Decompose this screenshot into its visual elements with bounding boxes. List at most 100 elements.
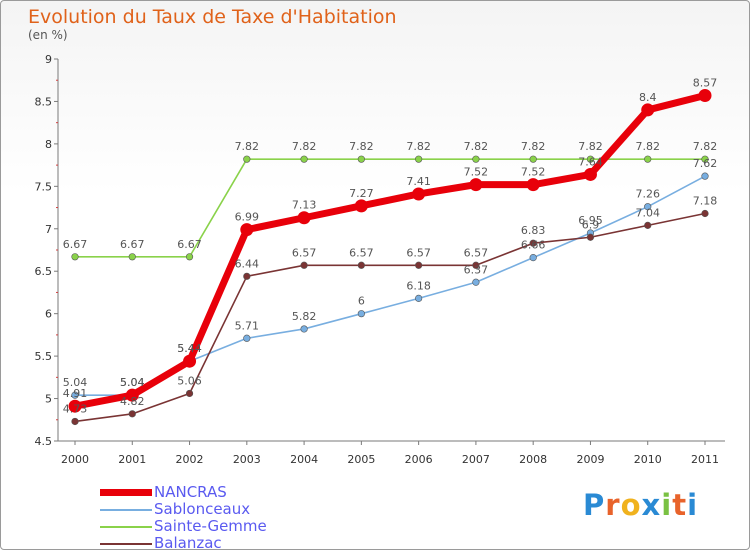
- x-tick-label: 2009: [576, 453, 604, 466]
- data-label-nancras: 8.4: [639, 91, 657, 104]
- data-point-sainte-gemme: [185, 253, 194, 261]
- data-label-balanzac: 7.18: [693, 194, 718, 207]
- data-label-nancras: 7.27: [349, 187, 374, 200]
- data-label-nancras: 8.57: [693, 77, 718, 90]
- data-point-balanzac: [300, 261, 308, 269]
- y-tick-label: 7: [45, 223, 52, 236]
- data-label-sablonceaux: 7.62: [693, 157, 718, 170]
- data-label-sablonceaux: 6.18: [406, 279, 431, 292]
- data-label-sablonceaux: 5.04: [63, 376, 88, 389]
- data-point-nancras: [354, 199, 368, 213]
- y-tick-label: 7.5: [35, 180, 53, 193]
- data-point-nancras: [240, 223, 254, 237]
- data-label-nancras: 5.44: [177, 342, 202, 355]
- data-label-nancras: 7.13: [292, 199, 317, 212]
- legend-label: Sablonceaux: [154, 500, 251, 518]
- data-point-balanzac: [701, 209, 709, 218]
- data-label-sainte-gemme: 7.82: [578, 140, 603, 153]
- data-point-balanzac: [243, 272, 251, 280]
- data-point-sablonceaux: [300, 325, 308, 333]
- x-tick-label: 2010: [634, 453, 662, 466]
- x-tick-label: 2000: [61, 453, 89, 466]
- data-label-sainte-gemme: 7.82: [349, 140, 374, 153]
- y-tick-label: 9: [45, 53, 52, 66]
- x-tick-label: 2011: [691, 453, 719, 466]
- data-label-sainte-gemme: 7.82: [464, 140, 489, 153]
- data-label-sablonceaux: 6.66: [521, 239, 546, 252]
- data-point-balanzac: [357, 261, 365, 269]
- data-label-balanzac: 6.83: [521, 224, 546, 237]
- data-label-balanzac: 6.44: [235, 257, 260, 270]
- data-label-sainte-gemme: 7.82: [406, 140, 431, 153]
- data-label-sablonceaux: 6: [358, 295, 365, 308]
- data-label-balanzac: 6.57: [349, 246, 374, 259]
- data-label-balanzac: 6.57: [292, 246, 317, 259]
- legend-label: Sainte-Gemme: [154, 517, 267, 535]
- legend-swatch: [100, 525, 152, 528]
- chart-points: [68, 89, 712, 426]
- data-point-sablonceaux: [529, 254, 537, 262]
- data-label-sainte-gemme: 6.67: [120, 238, 145, 251]
- data-label-balanzac: 4.73: [63, 402, 88, 415]
- data-point-balanzac: [71, 417, 79, 426]
- data-point-sainte-gemme: [357, 155, 365, 163]
- data-point-sainte-gemme: [243, 155, 251, 163]
- data-label-sainte-gemme: 7.82: [292, 140, 317, 153]
- data-label-sablonceaux: 5.82: [292, 310, 317, 323]
- x-tick-label: 2003: [233, 453, 261, 466]
- data-point-balanzac: [586, 233, 595, 241]
- data-label-nancras: 7.52: [464, 166, 489, 179]
- data-point-sainte-gemme: [701, 155, 709, 163]
- data-point-sainte-gemme: [586, 155, 595, 163]
- data-point-balanzac: [529, 239, 537, 247]
- data-point-balanzac: [644, 221, 652, 229]
- data-point-sainte-gemme: [415, 155, 423, 163]
- data-point-sainte-gemme: [71, 253, 79, 261]
- y-tick-label: 6.5: [35, 265, 53, 278]
- x-tick-label: 2004: [290, 453, 318, 466]
- chart-unit-label: (en %): [28, 28, 68, 42]
- data-point-sablonceaux: [701, 172, 709, 180]
- legend-swatch: [100, 542, 152, 545]
- y-tick-label: 5: [45, 393, 52, 406]
- data-point-sainte-gemme: [529, 155, 537, 163]
- data-label-balanzac: 5.06: [177, 374, 202, 387]
- legend-swatch: [100, 508, 152, 511]
- data-label-nancras: 7.41: [406, 175, 431, 188]
- data-point-nancras: [526, 178, 540, 192]
- data-label-sainte-gemme: 6.67: [177, 238, 202, 251]
- data-point-sablonceaux: [357, 310, 365, 318]
- legend-swatch: [100, 489, 152, 496]
- data-label-sablonceaux: 6.95: [578, 214, 603, 227]
- data-point-nancras: [183, 354, 197, 368]
- chart-lines: [74, 92, 706, 423]
- data-point-nancras: [297, 211, 311, 225]
- data-label-sablonceaux: 5.04: [120, 376, 145, 389]
- data-point-sablonceaux: [243, 334, 251, 342]
- data-point-sainte-gemme: [644, 155, 652, 163]
- data-label-sablonceaux: 7.26: [635, 188, 660, 201]
- data-point-nancras: [641, 103, 655, 117]
- data-label-balanzac: 7.04: [635, 206, 660, 219]
- x-tick-label: 2005: [347, 453, 375, 466]
- data-label-sablonceaux: 5.71: [235, 319, 260, 332]
- series-line-nancras: [74, 92, 706, 410]
- data-label-nancras: 5.04: [120, 376, 145, 389]
- data-point-nancras: [125, 388, 139, 402]
- legend-label: Balanzac: [154, 534, 222, 552]
- chart-value-labels: 6.67 6.67 6.67 7.82 7.82 7.82 7.82 7.82 7.82 7.82…: [63, 77, 718, 416]
- legend-item-sainte-gemme: Sainte-Gemme: [100, 518, 267, 535]
- x-tick-label: 2006: [405, 453, 433, 466]
- data-point-balanzac: [415, 261, 423, 269]
- data-label-balanzac: 6.9: [582, 218, 600, 231]
- y-tick-label: 8.5: [35, 95, 53, 108]
- data-point-nancras: [583, 167, 597, 181]
- data-point-sainte-gemme: [128, 253, 136, 261]
- legend-label: NANCRAS: [154, 483, 227, 501]
- data-label-sainte-gemme: 7.82: [235, 140, 260, 153]
- data-point-nancras: [68, 399, 82, 413]
- data-label-sainte-gemme: 7.82: [521, 140, 546, 153]
- y-tick-label: 8: [45, 138, 52, 151]
